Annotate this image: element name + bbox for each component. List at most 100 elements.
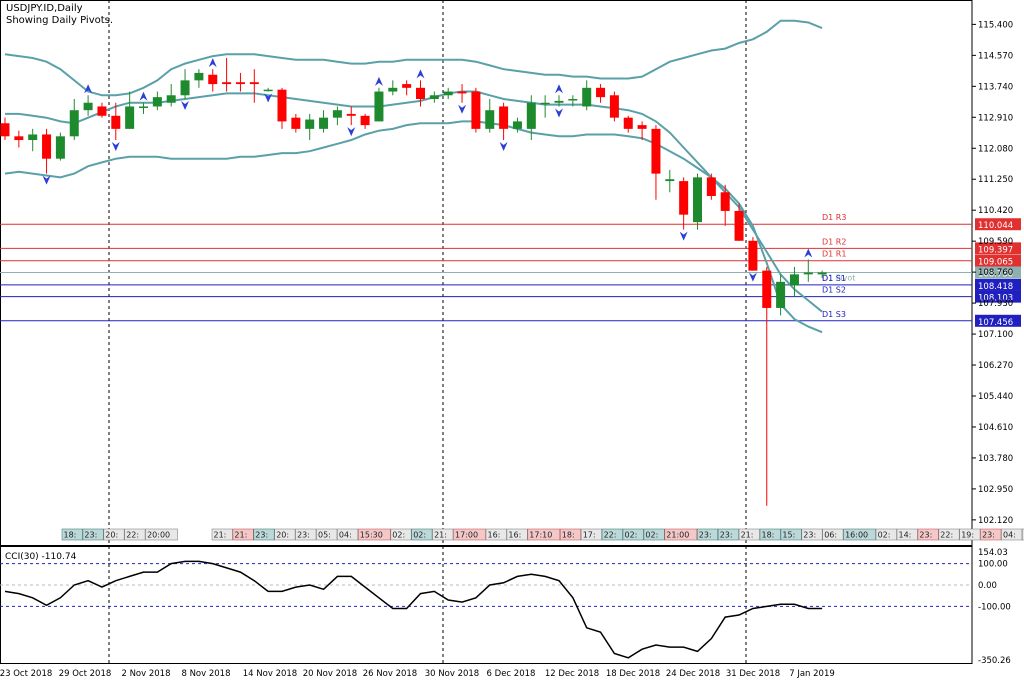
time-tag-box-25: [664, 528, 698, 541]
candle-body-42: [582, 87, 592, 107]
time-tag-14: 02:: [413, 531, 426, 540]
candle-body-19: [263, 89, 273, 92]
time-tag-box-0: [61, 528, 83, 541]
fractal-up-arrow-6: [804, 248, 813, 258]
date-label-4: 14 Nov 2018: [243, 669, 297, 679]
time-tag-12: 15:30: [360, 531, 383, 540]
candle-body-58: [803, 272, 813, 275]
time-tag-box-32: [822, 528, 844, 541]
date-axis: 23 Oct 2018 29 Oct 2018 2 Nov 2018 8 Nov 20…: [0, 669, 835, 679]
date-label-10: 18 Dec 2018: [606, 669, 660, 679]
time-tag-box-36: [917, 528, 939, 541]
time-tag-0: 18:: [64, 531, 77, 540]
candle-body-52: [720, 192, 730, 211]
time-tag-27: 23:: [720, 531, 733, 540]
time-tag-21: 17:: [583, 531, 596, 540]
price-tick-5: 111.250: [978, 175, 1013, 185]
candle-body-55: [762, 270, 772, 308]
time-tag-box-34: [875, 528, 897, 541]
fractal-down-arrow-0: [42, 175, 51, 185]
time-tag-33: 16:00: [845, 531, 868, 540]
time-tag-28: 21:: [741, 531, 754, 540]
cci-axis-tick-0: 154.03: [978, 548, 1008, 558]
time-tag-box-31: [801, 528, 823, 541]
candle-body-36: [499, 106, 509, 129]
pivot-name-0: D1 R3: [822, 213, 846, 222]
cci-axis-tick-1: 100.00: [978, 560, 1008, 570]
date-label-3: 8 Nov 2018: [181, 669, 230, 679]
time-tag-34: 02:: [878, 531, 891, 540]
price-axis: 115.400 114.570 113.740 112.910 112.080 111.2…: [972, 20, 1013, 526]
price-tick-10: 107.100: [978, 330, 1013, 340]
time-tag-box-21: [580, 528, 602, 541]
candle-body-5: [69, 110, 79, 137]
price-tick-1: 114.570: [978, 51, 1013, 61]
cci-indicator-panel: CCI(30) -110.74 154.03 100.00 0.00 -100.00 -3…: [0, 548, 1011, 666]
candle-body-50: [693, 177, 702, 223]
time-tag-30: 15:: [782, 531, 795, 540]
fractal-down-arrow-1: [111, 142, 120, 152]
fractal-down-arrow-4: [347, 127, 356, 137]
candle-body-9: [125, 106, 135, 129]
candle-body-17: [235, 82, 245, 85]
upper-band: [4, 19, 823, 97]
cci-title: CCI(30) -110.74: [5, 552, 77, 562]
candle-body-12: [166, 95, 176, 103]
time-tag-19: 17:10: [529, 531, 552, 540]
pivot-price-label-4: 108.418: [978, 282, 1013, 292]
time-tag-box-41: [1022, 528, 1024, 541]
pivot-name-5: D1 S2: [822, 286, 846, 295]
pivot-price-tag-0: [975, 218, 1021, 231]
candle-body-2: [28, 134, 38, 141]
time-tag-box-33: [843, 528, 876, 541]
time-tag-32: 06:: [824, 531, 837, 540]
price-tick-12: 105.440: [978, 392, 1013, 402]
candle-body-0: [0, 123, 10, 137]
time-tag-box-39: [980, 528, 1002, 541]
pivot-price-tag-2: [975, 254, 1021, 267]
pivot-price-tag-3: [975, 266, 1021, 279]
pivot-price-tag-4: [975, 278, 1021, 291]
time-tag-box-17: [485, 528, 507, 541]
pivot-name-2: D1 R1: [822, 250, 846, 259]
fractal-down-arrow-6: [499, 142, 508, 152]
time-tag-box-6: [232, 528, 254, 541]
pivot-price-tag-1: [975, 242, 1021, 255]
pivot-price-label-2: 109.065: [978, 258, 1013, 268]
time-tag-box-7: [253, 528, 275, 541]
price-tick-8: 108.760: [978, 268, 1013, 278]
candle-body-26: [360, 115, 370, 126]
time-tag-box-2: [103, 528, 125, 541]
time-tag-box-28: [738, 528, 760, 541]
candle-body-4: [55, 136, 65, 159]
fractal-up-arrow-1: [139, 91, 148, 101]
candle-body-29: [402, 84, 412, 88]
time-tag-24: 02:: [645, 531, 658, 540]
time-tag-9: 23:: [297, 531, 310, 540]
candle-body-59: [817, 272, 827, 275]
time-tag-23: 02:: [625, 531, 638, 540]
price-tick-11: 106.270: [978, 361, 1013, 371]
time-tag-box-29: [759, 528, 781, 541]
candle-body-3: [42, 134, 52, 159]
candle-body-46: [637, 125, 647, 129]
candle-body-24: [332, 110, 342, 118]
time-tag-40: 04:: [1003, 531, 1016, 540]
time-tag-box-38: [959, 528, 981, 541]
candle-body-16: [222, 82, 232, 85]
candle-body-7: [97, 106, 107, 116]
price-tick-0: 115.400: [978, 20, 1013, 30]
candle-body-15: [208, 74, 218, 85]
date-label-0: 23 Oct 2018: [0, 669, 52, 679]
time-tag-5: 21:: [214, 531, 227, 540]
pivot-price-label-1: 109.397: [978, 245, 1013, 255]
time-tag-box-35: [896, 528, 918, 541]
plot-frame: [0, 0, 973, 664]
lower-band: [4, 120, 823, 334]
time-tag-36: 23:: [919, 531, 932, 540]
time-tag-box-27: [717, 528, 739, 541]
pivot-price-tag-6: [975, 314, 1021, 327]
candle-body-32: [443, 91, 453, 96]
date-label-8: 6 Dec 2018: [487, 669, 536, 679]
